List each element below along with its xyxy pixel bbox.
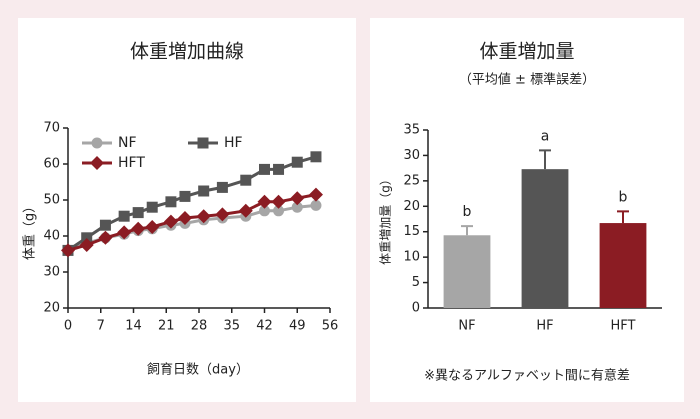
marker bbox=[240, 174, 252, 186]
y-axis-label: 体重（g） bbox=[22, 200, 38, 260]
y-tick-label: 20 bbox=[43, 301, 60, 316]
marker bbox=[165, 196, 177, 208]
bar bbox=[599, 223, 647, 308]
marker bbox=[198, 185, 210, 197]
marker bbox=[291, 156, 303, 168]
x-tick-label: 28 bbox=[191, 319, 208, 334]
legend-marker bbox=[90, 156, 104, 170]
y-tick-label: 60 bbox=[43, 157, 60, 172]
x-tick-label: NF bbox=[458, 319, 475, 334]
x-tick-label: HF bbox=[536, 319, 553, 334]
marker bbox=[163, 214, 178, 229]
marker bbox=[215, 207, 230, 222]
y-tick-label: 15 bbox=[403, 224, 420, 239]
marker bbox=[145, 220, 160, 234]
significance-letter: b bbox=[463, 204, 472, 220]
marker bbox=[273, 205, 285, 217]
significance-letter: a bbox=[541, 128, 550, 144]
marker bbox=[216, 181, 228, 193]
bar bbox=[521, 169, 569, 308]
y-tick-label: 30 bbox=[403, 148, 420, 163]
annotation: ※異なるアルファベット間に有意差 bbox=[424, 368, 630, 384]
marker bbox=[179, 190, 191, 202]
x-tick-label: 21 bbox=[158, 319, 175, 334]
x-tick-label: 35 bbox=[223, 319, 240, 334]
marker bbox=[290, 191, 305, 206]
legend-marker bbox=[91, 137, 103, 149]
x-tick-label: 49 bbox=[289, 319, 306, 334]
y-tick-label: 70 bbox=[43, 121, 60, 136]
x-tick-label: 0 bbox=[64, 319, 72, 334]
marker bbox=[81, 232, 93, 244]
y-tick-label: 50 bbox=[43, 193, 60, 208]
marker bbox=[291, 201, 303, 213]
y-tick-label: 40 bbox=[43, 229, 60, 244]
y-tick-label: 5 bbox=[412, 275, 420, 290]
y-tick-label: 30 bbox=[43, 265, 60, 280]
marker bbox=[271, 194, 286, 209]
marker bbox=[257, 194, 272, 209]
error-bar bbox=[539, 149, 551, 170]
y-tick-label: 25 bbox=[403, 173, 420, 188]
marker bbox=[117, 225, 132, 240]
chart-subtitle: （平均値 ± 標準誤差） bbox=[459, 72, 595, 88]
marker bbox=[118, 210, 130, 222]
error-bar bbox=[617, 210, 629, 224]
marker bbox=[98, 230, 113, 245]
y-tick-label: 20 bbox=[403, 199, 420, 214]
legend-label: HF bbox=[224, 135, 243, 151]
marker bbox=[131, 221, 146, 236]
x-tick-label: 42 bbox=[256, 319, 273, 334]
marker bbox=[273, 163, 285, 175]
chart-title: 体重増加曲線 bbox=[130, 41, 244, 63]
x-tick-label: 56 bbox=[322, 319, 339, 334]
marker bbox=[177, 211, 192, 225]
legend-label: NF bbox=[118, 135, 137, 151]
x-tick-label: 14 bbox=[125, 319, 142, 334]
marker bbox=[61, 243, 75, 258]
legend-marker bbox=[197, 137, 209, 149]
x-tick-label: HFT bbox=[611, 319, 636, 334]
y-tick-label: 10 bbox=[403, 250, 420, 265]
y-tick-label: 0 bbox=[412, 301, 420, 316]
marker bbox=[132, 207, 144, 219]
marker bbox=[79, 238, 94, 252]
marker bbox=[196, 209, 211, 224]
x-axis-label: 飼育日数（day） bbox=[147, 362, 249, 378]
x-tick-label: 7 bbox=[97, 319, 105, 334]
marker bbox=[238, 203, 253, 218]
marker bbox=[146, 201, 158, 213]
marker bbox=[310, 151, 322, 163]
significance-letter: b bbox=[619, 189, 628, 205]
marker bbox=[259, 205, 270, 217]
y-axis-label: 体重増加量（g） bbox=[379, 173, 393, 265]
legend-label: HFT bbox=[118, 155, 145, 171]
marker bbox=[308, 187, 323, 202]
y-tick-label: 35 bbox=[403, 123, 420, 138]
chart-title: 体重増加量 bbox=[479, 41, 574, 63]
marker bbox=[259, 163, 270, 175]
bar bbox=[443, 235, 491, 308]
error-bar bbox=[461, 225, 473, 236]
marker bbox=[99, 219, 111, 231]
marker bbox=[310, 199, 322, 211]
